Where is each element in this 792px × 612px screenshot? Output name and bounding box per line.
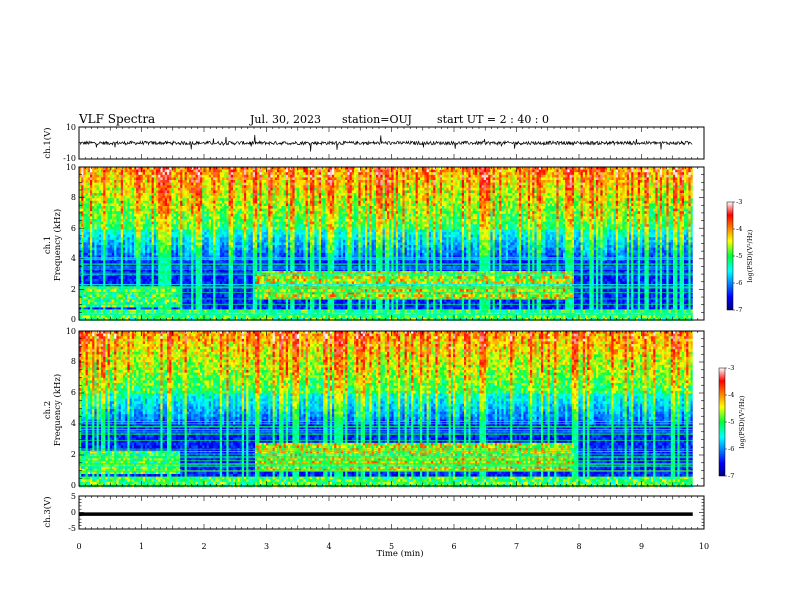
figure-title: VLF Spectra bbox=[78, 112, 155, 126]
start-time-label: start UT = 2 : 40 : 0 bbox=[437, 113, 549, 126]
ch1-waveform-panel: 10 -10 ch.1(V) bbox=[42, 123, 704, 163]
ch1-ytick-top: 10 bbox=[66, 123, 76, 132]
station-label: station=OUJ bbox=[342, 113, 412, 126]
ch1-spectrogram-panel: 0 2 4 6 8 10 ch.1 Frequency (kHz) bbox=[43, 163, 704, 324]
date-label: Jul. 30, 2023 bbox=[249, 113, 321, 126]
ch1-ytick-bottom: -10 bbox=[63, 154, 76, 163]
ch1-spectrogram-heatmap bbox=[79, 167, 704, 321]
ch1-ylabel: ch.1(V) bbox=[42, 127, 53, 158]
